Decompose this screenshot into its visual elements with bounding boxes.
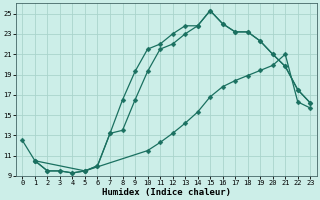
X-axis label: Humidex (Indice chaleur): Humidex (Indice chaleur) [102, 188, 231, 197]
